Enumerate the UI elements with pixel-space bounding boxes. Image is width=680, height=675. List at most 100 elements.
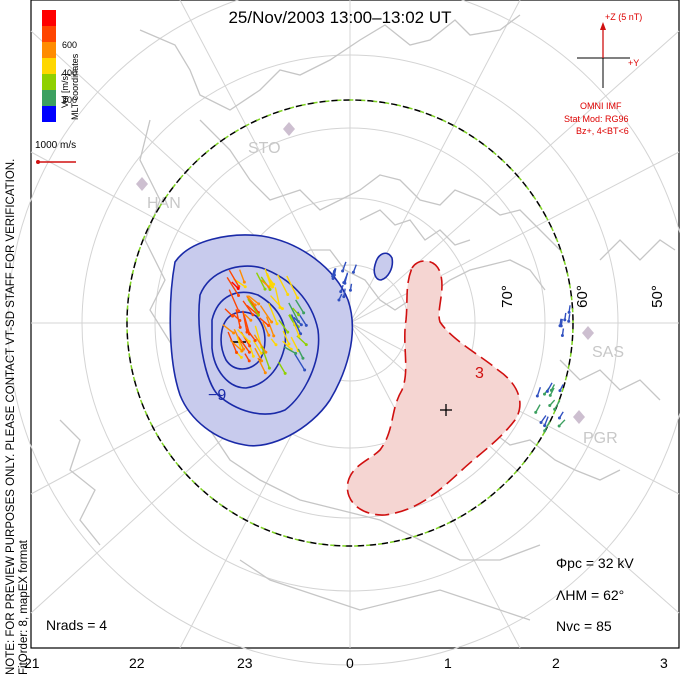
vector-origin xyxy=(232,331,236,335)
vector-origin xyxy=(247,340,251,344)
vector-origin xyxy=(543,429,547,433)
vector-origin xyxy=(264,350,268,354)
imf-clock xyxy=(577,22,630,88)
mlt-label-0: 0 xyxy=(346,655,354,671)
velocity-vector xyxy=(228,289,240,312)
colorbar-tick-400: 400 xyxy=(62,68,78,78)
velocity-vector xyxy=(237,336,251,353)
vector-origin xyxy=(557,416,561,420)
mlt-grid xyxy=(30,0,680,649)
vector-origin xyxy=(567,319,571,323)
vector-origin xyxy=(331,277,335,281)
velocity-vector xyxy=(242,300,254,316)
velocity-vector xyxy=(332,268,336,279)
lat-label-70: 70° xyxy=(498,285,516,308)
vector-origin xyxy=(539,421,543,425)
vector-origin xyxy=(270,320,274,324)
vector-origin xyxy=(240,349,244,353)
vector-origin xyxy=(248,344,252,348)
station-markers xyxy=(136,122,594,424)
vector-origin xyxy=(278,305,282,309)
velocity-vector xyxy=(222,324,235,334)
vector-origin xyxy=(294,351,298,355)
vector-origin xyxy=(249,318,253,322)
scale-label: 1000 m/s xyxy=(35,140,77,151)
mlt-label-1: 1 xyxy=(444,655,452,671)
vector-count: Nvc = 85 xyxy=(556,618,612,634)
vector-origin xyxy=(297,313,301,317)
velocity-vector xyxy=(282,340,292,350)
vector-origin xyxy=(263,287,267,291)
preview-note: NOTE: FOR PREVIEW PURPOSES ONLY. PLEASE … xyxy=(5,55,31,675)
velocity-vector xyxy=(290,336,299,351)
coastlines xyxy=(59,14,676,621)
map-title: 25/Nov/2003 13:00–13:02 UT xyxy=(228,8,452,27)
vector-origin xyxy=(303,368,307,372)
vector-origin xyxy=(275,322,279,326)
vector-origin xyxy=(553,407,557,411)
velocity-vector xyxy=(278,319,289,333)
mlt-label-2: 2 xyxy=(552,655,560,671)
velocity-vector xyxy=(259,317,269,327)
vector-origin xyxy=(247,350,251,354)
vector-origin xyxy=(237,293,241,297)
velocity-vector xyxy=(536,387,542,397)
station-label-han: HAN xyxy=(147,195,181,212)
mlt-label-22: 22 xyxy=(129,655,145,671)
radar-count: Nrads = 4 xyxy=(46,617,108,633)
velocity-vector xyxy=(247,295,260,305)
vector-origin xyxy=(545,389,549,393)
vector-origin xyxy=(543,424,547,428)
velocity-vector xyxy=(255,272,266,290)
velocity-vector xyxy=(293,321,300,337)
velocity-vector xyxy=(229,339,243,352)
velocity-vector xyxy=(233,328,245,350)
velocity-vector xyxy=(294,353,306,371)
vector-origin xyxy=(296,296,300,300)
vector-origin xyxy=(267,333,271,337)
velocity-vector xyxy=(292,307,300,316)
vector-origin xyxy=(299,332,303,336)
positive-contour-label: 3 xyxy=(475,365,484,382)
vector-origin xyxy=(274,343,278,347)
velocity-colorbar xyxy=(42,10,56,122)
velocity-vector xyxy=(238,269,245,283)
velocity-vector xyxy=(543,416,549,426)
station-label-sto: STO xyxy=(248,140,281,157)
vector-origin xyxy=(271,285,275,289)
cross-polar-potential: Φpc = 32 kV xyxy=(556,555,634,571)
vector-origin xyxy=(304,343,308,347)
vector-origin xyxy=(560,333,564,337)
vector-origin xyxy=(341,269,345,273)
vector-origin xyxy=(535,394,539,398)
velocity-vector xyxy=(257,357,266,374)
vector-origin xyxy=(283,371,287,375)
vector-origin xyxy=(287,342,291,346)
vector-origin xyxy=(351,270,355,274)
vector-origin xyxy=(339,290,343,294)
vector-origin xyxy=(251,313,255,317)
velocity-vector xyxy=(283,346,296,354)
velocity-vector xyxy=(246,295,256,306)
vector-origin xyxy=(543,392,547,396)
vector-origin xyxy=(253,303,257,307)
vector-origin xyxy=(304,323,308,327)
vector-origin xyxy=(301,356,305,360)
velocity-vector xyxy=(544,421,551,432)
vector-origin xyxy=(253,338,257,342)
hm-latitude: ΛHM = 62° xyxy=(556,587,625,603)
velocity-vector xyxy=(259,305,273,323)
velocity-vector xyxy=(276,274,289,295)
velocity-vector xyxy=(554,400,561,410)
negative-contour-label: −9 xyxy=(208,387,226,404)
velocity-vector xyxy=(226,277,240,296)
imf-plus-z: +Z (5 nT) xyxy=(605,12,643,22)
vector-origin xyxy=(548,404,552,408)
vector-origin xyxy=(567,310,571,314)
vector-origin xyxy=(267,366,271,370)
velocity-vector xyxy=(297,348,304,359)
vector-origin xyxy=(237,309,241,313)
vector-origin xyxy=(286,293,290,297)
mlt-label-21: 21 xyxy=(24,655,40,671)
velocity-vector xyxy=(277,361,286,374)
